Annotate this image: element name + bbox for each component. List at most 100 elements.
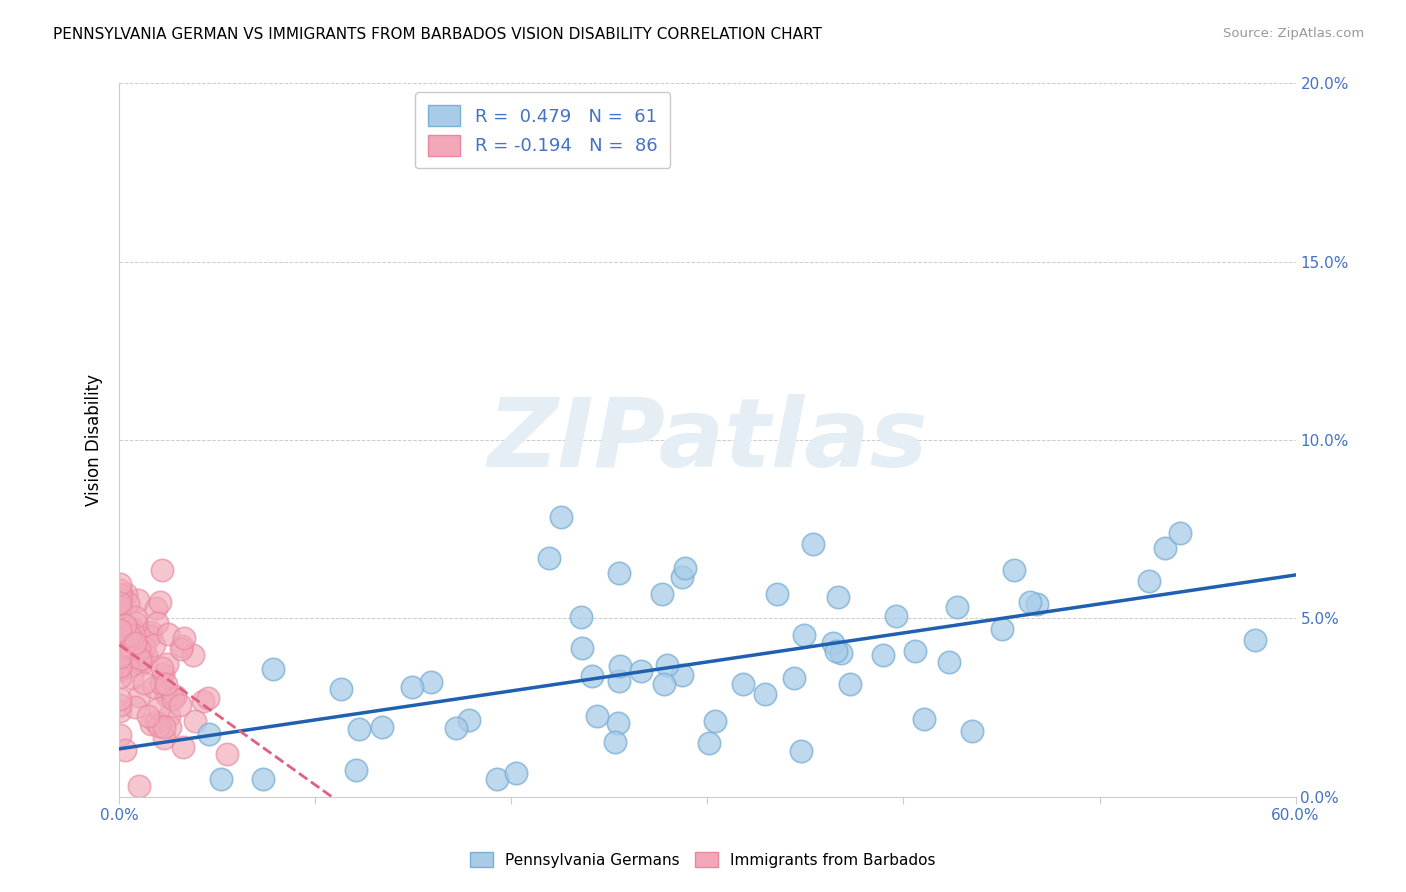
Point: [117, 596, 139, 610]
Point: [156, 657, 179, 671]
Point: [149, 595, 172, 609]
Point: [108, 692, 131, 706]
Point: [505, 766, 527, 780]
Point: [651, 587, 673, 601]
Point: [170, 639, 193, 653]
Point: [148, 701, 170, 715]
Point: [117, 622, 139, 636]
Point: [108, 670, 131, 684]
Point: [789, 744, 811, 758]
Point: [169, 698, 191, 713]
Point: [586, 709, 609, 723]
Point: [172, 740, 194, 755]
Point: [821, 636, 844, 650]
Point: [606, 716, 628, 731]
Point: [110, 588, 132, 602]
Point: [329, 681, 352, 696]
Point: [153, 685, 176, 699]
Point: [457, 713, 479, 727]
Point: [163, 689, 186, 703]
Point: [108, 596, 131, 610]
Point: [262, 662, 284, 676]
Point: [801, 537, 824, 551]
Point: [173, 631, 195, 645]
Point: [128, 652, 150, 666]
Point: [193, 693, 215, 707]
Point: [129, 654, 152, 668]
Point: [655, 658, 678, 673]
Point: [117, 628, 139, 642]
Point: [114, 587, 136, 601]
Point: [782, 671, 804, 685]
Point: [754, 687, 776, 701]
Point: [142, 680, 165, 694]
Point: [1137, 574, 1160, 589]
Point: [132, 651, 155, 665]
Point: [766, 587, 789, 601]
Point: [122, 628, 145, 642]
Y-axis label: Vision Disability: Vision Disability: [86, 374, 103, 506]
Point: [114, 743, 136, 757]
Point: [731, 677, 754, 691]
Point: [124, 636, 146, 650]
Point: [148, 719, 170, 733]
Point: [139, 716, 162, 731]
Point: [401, 680, 423, 694]
Legend: R =  0.479   N =  61, R = -0.194   N =  86: R = 0.479 N = 61, R = -0.194 N = 86: [415, 93, 671, 169]
Point: [211, 772, 233, 786]
Point: [609, 659, 631, 673]
Point: [108, 659, 131, 673]
Point: [371, 720, 394, 734]
Point: [1168, 525, 1191, 540]
Point: [581, 669, 603, 683]
Point: [157, 627, 180, 641]
Point: [571, 610, 593, 624]
Point: [108, 632, 131, 646]
Point: [150, 563, 173, 577]
Point: [143, 638, 166, 652]
Point: [157, 708, 180, 723]
Point: [156, 689, 179, 703]
Point: [630, 665, 652, 679]
Point: [550, 510, 572, 524]
Point: [671, 569, 693, 583]
Point: [134, 640, 156, 654]
Point: [419, 674, 441, 689]
Point: [827, 590, 849, 604]
Point: [135, 648, 157, 663]
Point: [108, 663, 131, 677]
Point: [991, 622, 1014, 636]
Point: [603, 735, 626, 749]
Point: [159, 720, 181, 734]
Point: [197, 690, 219, 705]
Point: [108, 650, 131, 665]
Point: [486, 772, 509, 786]
Point: [912, 712, 935, 726]
Point: [139, 629, 162, 643]
Point: [124, 609, 146, 624]
Point: [1153, 541, 1175, 555]
Point: [108, 577, 131, 591]
Point: [170, 642, 193, 657]
Legend: Pennsylvania Germans, Immigrants from Barbados: Pennsylvania Germans, Immigrants from Ba…: [463, 844, 943, 875]
Point: [1025, 597, 1047, 611]
Point: [673, 561, 696, 575]
Point: [1244, 632, 1267, 647]
Point: [217, 747, 239, 762]
Point: [108, 661, 131, 675]
Point: [671, 668, 693, 682]
Point: [108, 624, 131, 638]
Point: [127, 592, 149, 607]
Point: [121, 671, 143, 685]
Point: [538, 551, 561, 566]
Point: [697, 735, 720, 749]
Point: [124, 616, 146, 631]
Point: [118, 639, 141, 653]
Point: [108, 601, 131, 615]
Point: [938, 656, 960, 670]
Point: [884, 608, 907, 623]
Point: [153, 731, 176, 746]
Point: [108, 648, 131, 662]
Point: [152, 666, 174, 681]
Text: Source: ZipAtlas.com: Source: ZipAtlas.com: [1223, 27, 1364, 40]
